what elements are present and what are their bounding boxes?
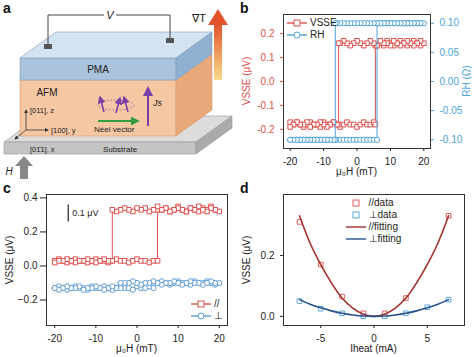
svg-text:0: 0 bbox=[134, 333, 140, 344]
svg-text:0.10: 0.10 bbox=[440, 17, 460, 28]
svg-text:0: 0 bbox=[371, 333, 377, 344]
svg-text:Substrate: Substrate bbox=[103, 145, 138, 154]
svg-text:0.2: 0.2 bbox=[261, 28, 275, 39]
svg-text:0.2: 0.2 bbox=[24, 226, 38, 237]
svg-text:−0.2: −0.2 bbox=[18, 294, 38, 305]
svg-text:V: V bbox=[106, 9, 115, 21]
html-text:c: c bbox=[3, 180, 11, 196]
html-text:⊥data: ⊥data bbox=[368, 209, 397, 220]
svg-text:-0.05: -0.05 bbox=[440, 105, 463, 116]
svg-text:-0.2: -0.2 bbox=[257, 124, 275, 135]
svg-text:Néel vector: Néel vector bbox=[94, 125, 135, 134]
html-text:⊥fitting: ⊥fitting bbox=[368, 233, 402, 244]
html-text:Iheat (mA): Iheat (mA) bbox=[350, 343, 397, 354]
html-text:d: d bbox=[240, 180, 249, 196]
svg-text:10: 10 bbox=[385, 156, 397, 167]
html-text:RH (Ω): RH (Ω) bbox=[460, 65, 472, 97]
svg-text:0.0: 0.0 bbox=[24, 260, 38, 271]
html-text:VSSE (μV): VSSE (μV) bbox=[240, 56, 252, 106]
svg-text:10: 10 bbox=[173, 333, 185, 344]
svg-text:-10: -10 bbox=[316, 156, 331, 167]
html-text:VSSE: VSSE bbox=[310, 17, 337, 28]
svg-text:-0.10: -0.10 bbox=[440, 134, 463, 145]
svg-text:Js: Js bbox=[152, 98, 163, 108]
svg-text:[011], z: [011], z bbox=[30, 106, 54, 115]
html-text:b: b bbox=[240, 0, 249, 16]
html-text:VSSE (μV): VSSE (μV) bbox=[240, 235, 252, 284]
html-text://data: //data bbox=[368, 197, 394, 208]
svg-text:PMA: PMA bbox=[87, 64, 109, 75]
svg-text:∇T: ∇T bbox=[191, 12, 206, 24]
svg-text:0.2: 0.2 bbox=[261, 250, 275, 261]
svg-text:-20: -20 bbox=[48, 333, 63, 344]
svg-text:-5: -5 bbox=[316, 333, 325, 344]
svg-text:0.05: 0.05 bbox=[440, 47, 460, 58]
svg-text:0.1: 0.1 bbox=[261, 52, 275, 63]
svg-text:0.0: 0.0 bbox=[261, 76, 275, 87]
html-text://fitting: //fitting bbox=[368, 221, 398, 232]
html-text:VSSE (μV): VSSE (μV) bbox=[3, 235, 15, 284]
svg-text:AFM: AFM bbox=[36, 87, 57, 98]
svg-text:0.0: 0.0 bbox=[261, 311, 275, 322]
svg-text:[01̄1], x: [01̄1], x bbox=[30, 145, 55, 154]
svg-text:20: 20 bbox=[418, 156, 430, 167]
svg-text:0: 0 bbox=[354, 156, 360, 167]
svg-text:0.1 μV: 0.1 μV bbox=[72, 208, 98, 218]
html-text:RH: RH bbox=[310, 29, 325, 40]
html-text:a: a bbox=[3, 0, 11, 16]
svg-text:[100], y: [100], y bbox=[51, 126, 76, 135]
svg-text:0.00: 0.00 bbox=[440, 76, 460, 87]
svg-text:H: H bbox=[5, 166, 13, 177]
svg-text:-20: -20 bbox=[283, 156, 298, 167]
svg-text:20: 20 bbox=[214, 333, 226, 344]
svg-text:5: 5 bbox=[424, 333, 430, 344]
html-text:μ₀H (mT): μ₀H (mT) bbox=[116, 343, 157, 354]
svg-text:-0.1: -0.1 bbox=[257, 100, 275, 111]
svg-text:0.4: 0.4 bbox=[24, 192, 38, 203]
svg-text:-10: -10 bbox=[89, 333, 104, 344]
html-text:μ₀H (mT): μ₀H (mT) bbox=[336, 166, 377, 177]
